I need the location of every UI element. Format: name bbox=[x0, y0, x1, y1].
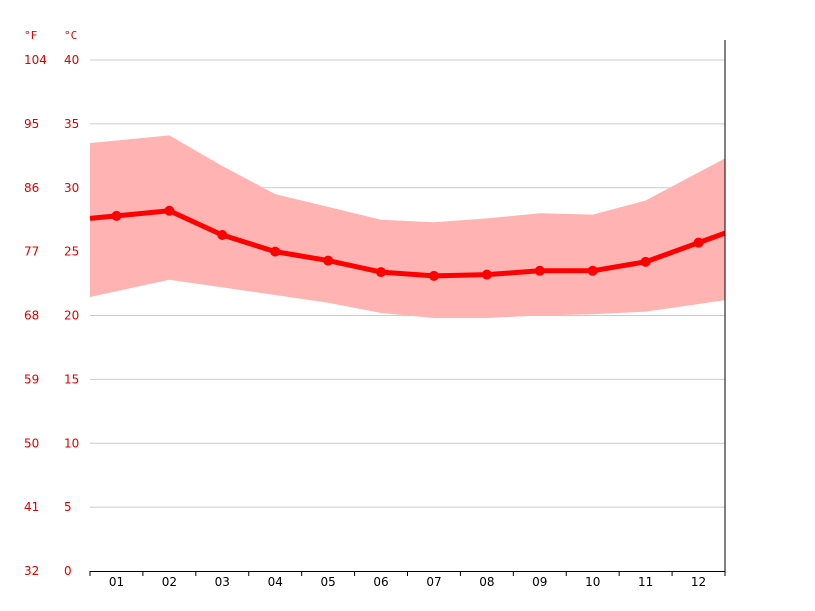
y-tick-label-f: 41 bbox=[24, 500, 39, 514]
y-tick-label-c: 5 bbox=[64, 500, 72, 514]
y-tick-label-c: 0 bbox=[64, 564, 72, 578]
x-tick-label: 10 bbox=[585, 575, 600, 589]
x-tick-label: 12 bbox=[691, 575, 706, 589]
x-tick-label: 01 bbox=[109, 575, 124, 589]
y-tick-label-c: 35 bbox=[64, 117, 79, 131]
y-tick-label-c: 20 bbox=[64, 309, 79, 323]
y-tick-label-c: 10 bbox=[64, 436, 79, 450]
x-tick-label: 03 bbox=[215, 575, 230, 589]
x-tick-label: 02 bbox=[162, 575, 177, 589]
x-tick-label: 07 bbox=[426, 575, 441, 589]
y-tick-label-c: 30 bbox=[64, 181, 79, 195]
y-tick-label-f: 59 bbox=[24, 372, 39, 386]
data-point bbox=[428, 270, 439, 281]
x-tick-label: 09 bbox=[532, 575, 547, 589]
data-point bbox=[481, 269, 492, 280]
y-tick-label-f: 95 bbox=[24, 117, 39, 131]
data-point bbox=[587, 265, 598, 276]
data-point bbox=[217, 230, 228, 241]
x-tick-label: 05 bbox=[320, 575, 335, 589]
temperature-range-band bbox=[90, 135, 725, 319]
y-tick-label-f: 104 bbox=[24, 53, 47, 67]
y-tick-label-f: 77 bbox=[24, 245, 39, 259]
data-point bbox=[376, 267, 387, 278]
x-tick-label: 08 bbox=[479, 575, 494, 589]
fahrenheit-tick-labels: 32 41 50 59 68 77 86 95 104 bbox=[24, 53, 47, 578]
y-tick-label-c: 40 bbox=[64, 53, 79, 67]
average-temperature-points bbox=[111, 205, 704, 281]
y-tick-label-f: 50 bbox=[24, 436, 39, 450]
x-tick-label: 06 bbox=[373, 575, 388, 589]
data-point bbox=[693, 237, 704, 248]
y-tick-label-f: 68 bbox=[24, 309, 39, 323]
data-point bbox=[270, 246, 281, 257]
axes bbox=[89, 40, 726, 576]
y-tick-label-c: 25 bbox=[64, 245, 79, 259]
data-point bbox=[323, 255, 334, 266]
y-tick-label-f: 86 bbox=[24, 181, 39, 195]
fahrenheit-unit-label: °F bbox=[24, 29, 37, 42]
average-line bbox=[89, 208, 726, 279]
y-tick-label-c: 15 bbox=[64, 372, 79, 386]
month-tick-labels: 01 02 03 04 05 06 07 08 09 10 11 12 bbox=[109, 575, 706, 589]
celsius-tick-labels: 0 5 10 15 20 25 30 35 40 bbox=[64, 53, 79, 578]
x-tick-label: 11 bbox=[638, 575, 653, 589]
y-tick-label-f: 32 bbox=[24, 564, 39, 578]
data-point bbox=[111, 210, 122, 221]
data-point bbox=[164, 205, 175, 216]
data-point bbox=[534, 265, 545, 276]
average-temperature-line bbox=[89, 208, 726, 279]
celsius-unit-label: °C bbox=[64, 29, 77, 42]
x-tick-label: 04 bbox=[268, 575, 283, 589]
data-point bbox=[640, 256, 651, 267]
range-band bbox=[90, 135, 725, 319]
